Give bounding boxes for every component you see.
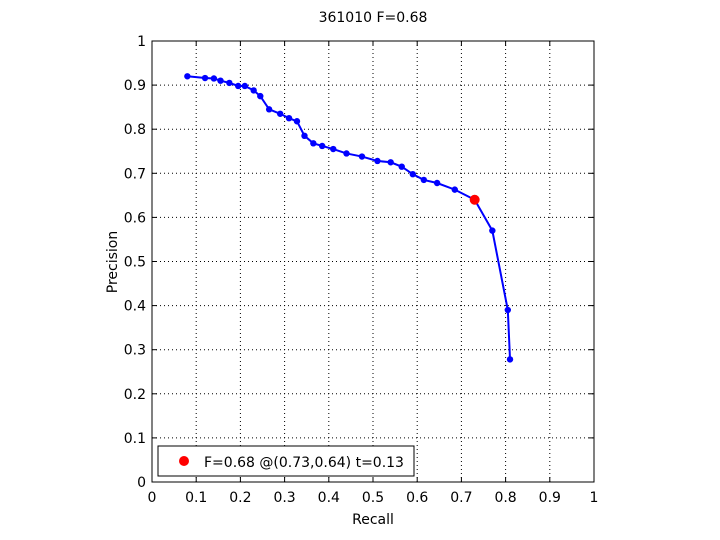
y-tick-label: 0.5 — [124, 255, 146, 271]
y-axis-label: Precision — [105, 231, 121, 293]
pr-curve-point — [210, 75, 218, 82]
y-tick-label: 0 — [137, 475, 146, 491]
pr-curve-point — [398, 163, 405, 170]
pr-curve-point — [374, 157, 381, 165]
legend-box — [157, 445, 415, 477]
pr-curve-point — [276, 110, 284, 117]
pr-curve-point — [201, 74, 209, 82]
pr-curve-point — [217, 77, 224, 84]
y-tick-label: 0.7 — [124, 166, 146, 182]
y-tick-label: 0.6 — [124, 210, 146, 226]
x-tick-label: 0.5 — [362, 490, 384, 506]
best-f-point — [469, 194, 480, 205]
pr-curve-point — [506, 356, 514, 363]
pr-curve-points — [184, 73, 514, 363]
y-tick-label: 1 — [137, 34, 146, 50]
x-tick-label: 0.2 — [229, 490, 251, 506]
x-axis-label: Recall — [352, 512, 394, 528]
pr-curve-point — [330, 145, 337, 153]
x-tick-label: 0.4 — [318, 490, 340, 506]
pr-curve-point — [420, 176, 428, 184]
pr-curve-point — [265, 106, 273, 113]
grid-lines — [152, 41, 594, 482]
y-tick-label: 0.4 — [124, 299, 146, 315]
y-tick-label: 0.1 — [124, 431, 146, 447]
pr-curve-point — [358, 153, 366, 160]
y-tick-label: 0.9 — [124, 78, 146, 94]
x-tick-label: 0.7 — [450, 490, 472, 506]
x-tick-label: 0.8 — [494, 490, 516, 506]
y-tick-label: 0.8 — [124, 122, 146, 138]
pr-curve-point — [226, 79, 233, 87]
y-tick-label: 0.3 — [124, 343, 146, 359]
x-tick-label: 1 — [590, 490, 599, 506]
chart-title: 361010 F=0.68 — [319, 10, 428, 26]
legend-label: F=0.68 @(0.73,0.64) t=0.13 — [204, 455, 404, 471]
pr-curve-point — [234, 82, 242, 90]
pr-curve-point — [433, 179, 441, 187]
pr-curve-point — [301, 132, 308, 140]
y-tick-label: 0.2 — [124, 387, 146, 403]
axis-ticks — [151, 40, 595, 483]
pr-curve-point — [250, 87, 257, 94]
y-tick-labels: 0 0.1 0.2 0.3 0.4 0.5 0.6 0.7 0.8 0.9 1 — [124, 34, 146, 491]
pr-curve-point — [489, 227, 496, 234]
pr-curve-point — [387, 159, 394, 166]
x-tick-label: 0.6 — [406, 490, 428, 506]
x-tick-label: 0.1 — [185, 490, 207, 506]
x-tick-label: 0.3 — [273, 490, 295, 506]
pr-curve-point — [285, 114, 293, 122]
pr-curve-point — [184, 73, 191, 80]
x-tick-label: 0.9 — [539, 490, 561, 506]
legend: F=0.68 @(0.73,0.64) t=0.13 — [157, 445, 415, 477]
legend-marker — [179, 456, 189, 466]
pr-curve-point — [409, 170, 416, 178]
pr-curve-point — [293, 118, 301, 125]
pr-curve-point — [241, 82, 249, 90]
pr-curve-point — [451, 186, 458, 193]
pr-curve-point — [343, 150, 350, 157]
x-tick-label: 0 — [148, 490, 157, 506]
pr-curve-point — [504, 306, 512, 314]
pr-curve-point — [310, 140, 317, 147]
pr-curve-point — [257, 92, 264, 100]
x-tick-labels: 0 0.1 0.2 0.3 0.4 0.5 0.6 0.7 0.8 0.9 1 — [148, 490, 599, 506]
pr-curve-point — [318, 142, 326, 150]
